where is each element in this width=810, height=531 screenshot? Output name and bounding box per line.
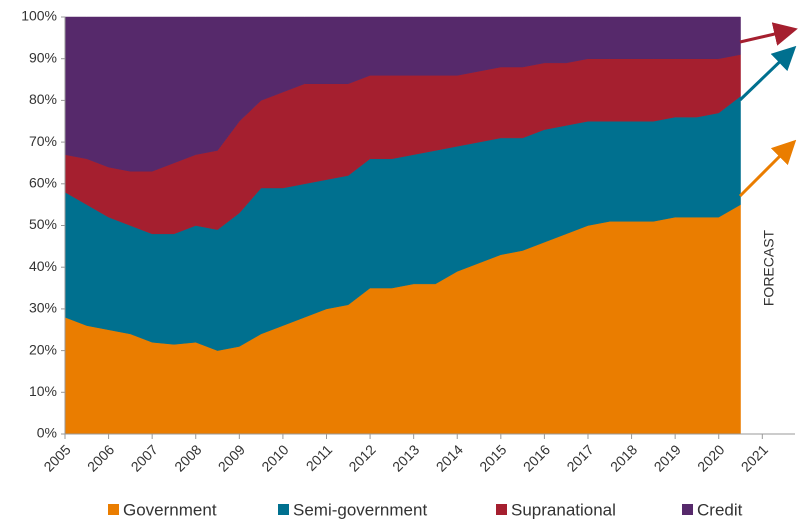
legend-label: Supranational [511, 500, 616, 519]
x-tick-label: 2010 [258, 441, 291, 474]
x-tick-label: 2007 [128, 441, 161, 474]
x-tick-label: 2009 [215, 441, 248, 474]
y-tick-label: 50% [29, 216, 57, 232]
x-tick-label: 2005 [40, 441, 73, 474]
legend-swatch [108, 504, 119, 515]
x-tick-label: 2016 [520, 441, 553, 474]
legend-label: Semi-government [293, 500, 427, 519]
plot-area [64, 16, 741, 435]
x-tick-label: 2015 [476, 441, 509, 474]
y-tick-label: 100% [21, 8, 57, 24]
y-tick-label: 20% [29, 341, 57, 357]
x-tick-label: 2013 [389, 441, 422, 474]
x-tick-label: 2008 [171, 441, 204, 474]
legend-swatch [496, 504, 507, 515]
forecast-label: FORECAST [761, 229, 777, 306]
y-tick-label: 90% [29, 49, 57, 65]
x-tick-label: 2006 [84, 441, 117, 474]
y-tick-label: 10% [29, 383, 57, 399]
legend-label: Government [123, 500, 217, 519]
x-tick-label: 2021 [738, 441, 771, 474]
x-tick-label: 2017 [563, 441, 596, 474]
y-tick-label: 80% [29, 91, 57, 107]
y-tick-label: 60% [29, 175, 57, 191]
forecast-arrow [738, 139, 797, 198]
legend-swatch [278, 504, 289, 515]
y-tick-label: 70% [29, 133, 57, 149]
y-tick-label: 0% [37, 425, 57, 441]
x-tick-label: 2020 [694, 441, 727, 474]
x-tick-label: 2019 [651, 441, 684, 474]
x-tick-label: 2018 [607, 441, 640, 474]
x-tick-label: 2014 [433, 441, 466, 474]
y-tick-label: 30% [29, 300, 57, 316]
x-tick-label: 2011 [303, 441, 336, 474]
forecast-arrow [738, 45, 797, 102]
y-tick-label: 40% [29, 258, 57, 274]
area [64, 16, 741, 172]
legend-swatch [682, 504, 693, 515]
forecast-arrow [739, 22, 798, 46]
x-tick-label: 2012 [345, 441, 378, 474]
legend-label: Credit [697, 500, 743, 519]
